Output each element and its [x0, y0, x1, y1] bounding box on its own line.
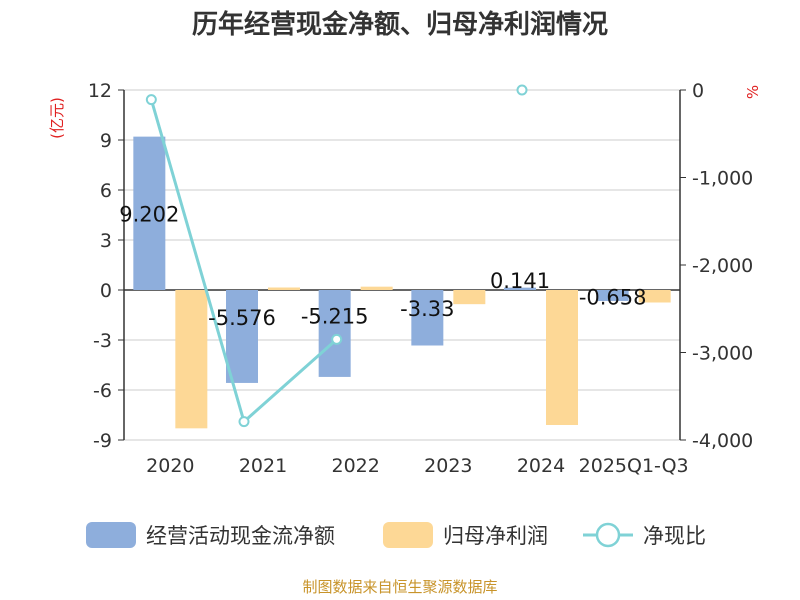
x-axis-tick-label: 2023 — [424, 455, 472, 477]
right-axis-tick-label: -2,000 — [692, 255, 753, 277]
legend-swatch — [86, 522, 136, 548]
legend-item-label: 净现比 — [643, 524, 706, 548]
gridlines — [124, 89, 680, 441]
ratio-line — [145, 84, 528, 428]
cashflow-bar — [411, 290, 444, 346]
cashflow-data-label: -5.215 — [301, 305, 369, 329]
net-profit-bar — [546, 290, 578, 425]
right-axis-tick-label: -1,000 — [692, 168, 753, 190]
left-axis-tick-label: 3 — [100, 230, 112, 252]
data-labels: 9.202 -5.576 -5.215 -3.33 0.141 -0.658 — [119, 203, 646, 331]
legend-item-label: 经营活动现金流净额 — [146, 524, 335, 548]
net-profit-bar — [175, 290, 208, 429]
chart-title: 历年经营现金净额、归母净利润情况 — [192, 9, 608, 40]
ratio-point — [516, 84, 528, 96]
legend[interactable]: 经营活动现金流净额 归母净利润 净现比 — [86, 522, 706, 548]
right-axis-tick-label: -3,000 — [692, 343, 753, 365]
net-profit-bar — [453, 290, 486, 305]
left-axis-tick-label: 12 — [88, 80, 112, 102]
left-axis-tick-label: -3 — [93, 330, 112, 352]
x-axis-tick-label: 2022 — [331, 455, 379, 477]
ratio-point — [145, 94, 157, 106]
left-axis-tick-label: 9 — [100, 130, 112, 152]
cashflow-bar — [133, 136, 166, 290]
left-axis-tick-label: 6 — [100, 180, 112, 202]
left-axis-unit: (亿元) — [48, 97, 66, 139]
x-axis-tick-label: 2024 — [517, 455, 565, 477]
cashflow-bar — [596, 290, 629, 301]
net-profit-bar — [360, 286, 393, 290]
left-axis-tick-label: 0 — [100, 280, 112, 302]
cashflow-bar — [318, 290, 351, 377]
x-axis-tick-label: 2020 — [146, 455, 194, 477]
source-note: 制图数据来自恒生聚源数据库 — [302, 578, 497, 596]
right-axis-unit: % — [744, 85, 762, 99]
cashflow-data-label: 9.202 — [119, 203, 179, 227]
cashflow-data-label: -5.576 — [208, 306, 276, 330]
cashflow-data-label: -3.33 — [400, 297, 454, 321]
right-axis-tick-label: -4,000 — [692, 430, 753, 452]
legend-swatch-marker — [595, 522, 621, 548]
x-axis-tick-label: 2021 — [239, 455, 287, 477]
tick-labels: 129630-3-6-90-1,000-2,000-3,000-4,000202… — [88, 80, 753, 477]
bars — [133, 136, 671, 429]
cashflow-data-label: 0.141 — [490, 269, 550, 293]
legend-swatch — [383, 522, 433, 548]
axes — [118, 89, 686, 441]
cashflow-data-label: -0.658 — [579, 286, 647, 310]
net-profit-bar — [268, 287, 300, 290]
ratio-point — [238, 416, 250, 428]
net-profit-bar — [638, 290, 671, 303]
cashflow-bar — [504, 287, 536, 290]
legend-item-label: 归母净利润 — [443, 524, 548, 548]
x-axis-tick-label: 2025Q1-Q3 — [579, 455, 689, 477]
right-axis-tick-label: 0 — [692, 80, 704, 102]
ratio-point — [331, 333, 343, 345]
left-axis-tick-label: -6 — [93, 380, 112, 402]
left-axis-tick-label: -9 — [93, 430, 112, 452]
cashflow-bar — [226, 290, 258, 383]
